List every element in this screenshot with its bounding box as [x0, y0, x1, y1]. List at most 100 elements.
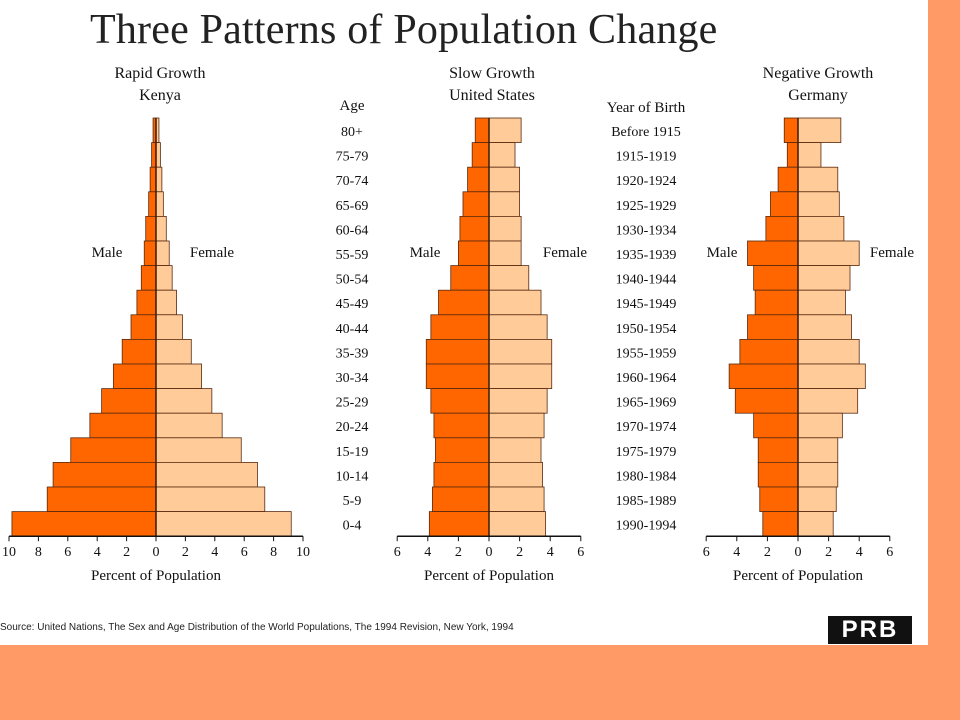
bar-female	[488, 117, 522, 144]
source-note: Source: United Nations, The Sex and Age …	[0, 622, 514, 633]
bar-male	[430, 314, 490, 340]
bottom-border	[0, 645, 960, 720]
bar-female	[797, 142, 822, 168]
chart-subtitle: Negative Growth	[763, 65, 874, 82]
x-axis-label: Percent of Population	[91, 568, 221, 584]
age-group-label: 25-29	[336, 396, 369, 411]
birth-year-label: 1930-1934	[616, 223, 677, 238]
x-tick-label: 4	[856, 545, 863, 560]
bar-male	[425, 363, 490, 390]
bar-male	[753, 412, 799, 439]
bar-female	[155, 486, 266, 513]
bar-female	[155, 412, 223, 439]
bar-female	[488, 412, 545, 439]
bar-male	[753, 265, 799, 291]
x-tick-label: 0	[795, 545, 802, 560]
bar-female	[488, 511, 547, 537]
bar-female	[488, 240, 522, 267]
bar-female	[155, 511, 292, 537]
age-group-label: 45-49	[336, 297, 369, 312]
x-axis-label: Percent of Population	[733, 568, 863, 584]
bar-female	[488, 215, 522, 242]
chart-subtitle: Kenya	[139, 87, 181, 104]
bar-female	[797, 314, 852, 340]
bar-male	[747, 240, 799, 267]
bar-female	[155, 363, 202, 390]
age-group-label: 75-79	[336, 150, 369, 165]
bar-female	[488, 142, 516, 168]
x-tick-label: 10	[296, 545, 310, 560]
birth-year-label: 1975-1979	[616, 445, 677, 460]
bar-male	[450, 265, 490, 291]
bar-male	[101, 388, 157, 414]
bar-female	[797, 117, 842, 144]
bar-female	[155, 166, 163, 193]
age-group-label: 55-59	[336, 248, 369, 263]
bar-male	[759, 486, 799, 513]
bar-female	[488, 461, 543, 488]
age-group-label: 80+	[341, 125, 363, 140]
bar-female	[488, 363, 553, 390]
x-tick-label: 6	[394, 545, 401, 560]
female-label: Female	[190, 245, 234, 261]
age-heading: Age	[340, 98, 365, 114]
bar-male	[149, 166, 157, 193]
bar-male	[747, 314, 799, 340]
x-axis-label: Percent of Population	[424, 568, 554, 584]
slide-panel: Three Patterns of Population Change Rapi…	[0, 0, 928, 645]
birth-year-label: 1940-1944	[616, 273, 677, 288]
bar-male	[457, 240, 490, 267]
bar-female	[797, 191, 840, 217]
bar-male	[52, 461, 157, 488]
bar-male	[46, 486, 157, 513]
age-group-label: 30-34	[336, 371, 369, 386]
bar-male	[728, 363, 799, 390]
age-group-label: 40-44	[336, 322, 369, 337]
chart-subtitle: United States	[449, 87, 535, 104]
bar-male	[130, 314, 157, 340]
bar-female	[155, 289, 177, 316]
bar-male	[145, 215, 157, 242]
x-tick-label: 2	[182, 545, 189, 560]
female-label: Female	[543, 245, 587, 261]
birth-year-label: Before 1915	[611, 125, 681, 140]
age-group-label: 0-4	[343, 519, 362, 534]
bar-female	[155, 265, 173, 291]
bar-male	[754, 289, 799, 316]
bar-female	[797, 412, 843, 439]
bar-female	[797, 265, 851, 291]
chart-subtitle: Germany	[788, 87, 848, 104]
male-label: Male	[410, 245, 441, 261]
birth-year-label: 1935-1939	[616, 248, 677, 263]
bar-female	[488, 388, 548, 414]
age-group-label: 65-69	[336, 199, 369, 214]
bar-female	[488, 191, 521, 217]
bar-female	[488, 265, 530, 291]
birth-year-label: 1920-1924	[616, 174, 677, 189]
bar-male	[765, 215, 799, 242]
birth-year-label: 1980-1984	[616, 469, 677, 484]
x-tick-label: 0	[153, 545, 160, 560]
bar-male	[474, 117, 490, 144]
bar-female	[155, 437, 242, 463]
bar-female	[797, 289, 846, 316]
x-tick-label: 0	[486, 545, 493, 560]
bar-female	[488, 437, 542, 463]
birth-year-label: 1945-1949	[616, 297, 677, 312]
bar-male	[786, 142, 799, 168]
x-tick-label: 2	[825, 545, 832, 560]
age-group-label: 15-19	[336, 445, 369, 460]
x-tick-label: 6	[886, 545, 893, 560]
age-group-label: 70-74	[336, 174, 369, 189]
bar-male	[112, 363, 157, 390]
chart-subtitle: Rapid Growth	[114, 65, 205, 82]
chart-subtitle: Slow Growth	[449, 65, 535, 82]
bar-female	[797, 215, 845, 242]
bar-female	[155, 338, 192, 365]
x-tick-label: 2	[516, 545, 523, 560]
x-tick-label: 4	[547, 545, 554, 560]
bar-female	[797, 511, 834, 537]
bar-female	[797, 388, 859, 414]
birth-year-label: 1950-1954	[616, 322, 677, 337]
x-tick-label: 2	[764, 545, 771, 560]
